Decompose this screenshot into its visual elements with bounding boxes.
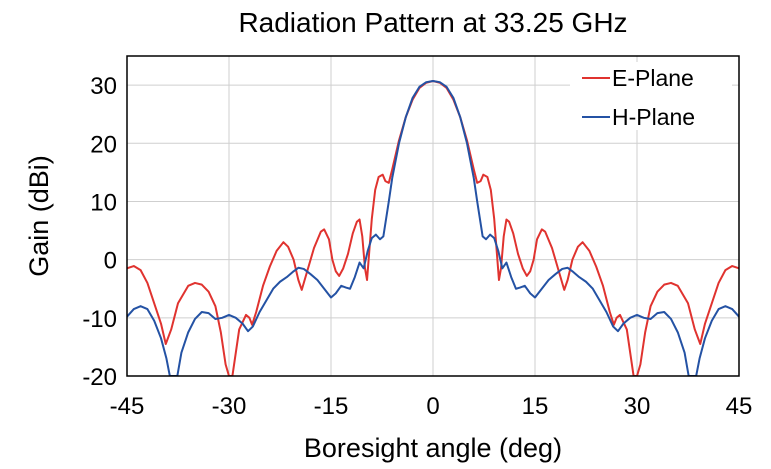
x-tick-label: 30 bbox=[624, 393, 651, 420]
legend-label-e-plane: E-Plane bbox=[612, 65, 694, 91]
legend: E-Plane H-Plane bbox=[570, 62, 732, 130]
y-tick-label: 20 bbox=[90, 131, 117, 158]
y-tick-label: -10 bbox=[82, 306, 117, 333]
x-tick-label: 15 bbox=[522, 393, 549, 420]
y-tick-label: 30 bbox=[90, 73, 117, 100]
x-tick-label: -30 bbox=[212, 393, 247, 420]
legend-background bbox=[570, 62, 732, 130]
y-tick-label: 0 bbox=[104, 248, 117, 275]
series-line-h-plane bbox=[127, 80, 739, 376]
y-axis-ticks: -20 -10 0 10 20 30 bbox=[82, 73, 117, 391]
series-layer bbox=[127, 80, 739, 376]
y-tick-label: 10 bbox=[90, 189, 117, 216]
legend-label-h-plane: H-Plane bbox=[612, 104, 695, 130]
chart-title: Radiation Pattern at 33.25 GHz bbox=[238, 7, 627, 38]
x-tick-label: 0 bbox=[426, 393, 439, 420]
plot-frame bbox=[126, 55, 740, 377]
x-axis-label: Boresight angle (deg) bbox=[304, 433, 562, 463]
x-tick-label: 45 bbox=[726, 393, 753, 420]
x-axis-ticks: -45 -30 -15 0 15 30 45 bbox=[110, 393, 753, 420]
y-axis-label: Gain (dBi) bbox=[24, 155, 54, 277]
x-tick-label: -15 bbox=[314, 393, 349, 420]
x-tick-label: -45 bbox=[110, 393, 145, 420]
y-tick-label: -20 bbox=[82, 364, 117, 391]
